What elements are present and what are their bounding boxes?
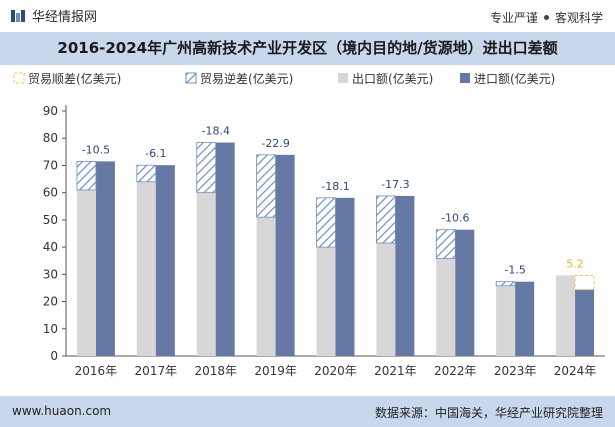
y-tick-label: 0	[50, 349, 58, 363]
data-labels: -10.5 -6.1 -18.4 -22.9 -18.1 -17.3 -10.6 -1.5 5.…	[82, 125, 584, 277]
chart: 贸易顺差(亿美元) 贸易逆差(亿美元) 出口额(亿美元) 进口额(亿美元) 0 10 20…	[13, 71, 605, 378]
x-tick-label: 2022年	[434, 364, 477, 378]
legend-export-label: 出口额(亿美元)	[352, 71, 433, 86]
export-bar	[136, 181, 156, 356]
deficit-segment	[256, 154, 277, 218]
title-bar: 2016-2024年广州高新技术产业开发区（境内目的地/货源地）进出口差额	[0, 32, 615, 65]
import-bar	[95, 161, 115, 356]
balance-label: 5.2	[566, 257, 584, 270]
footer-source: 数据来源：中国海关，华经产业研究院整理	[374, 406, 603, 420]
balance-label: -22.9	[261, 137, 289, 150]
x-tick-label: 2021年	[374, 364, 417, 378]
export-bar	[556, 275, 576, 356]
import-bar	[275, 154, 295, 356]
import-bar	[455, 229, 475, 356]
legend-deficit-label: 贸易逆差(亿美元)	[200, 71, 293, 86]
separator-dot-icon	[543, 15, 549, 20]
x-tick-label: 2019年	[254, 364, 297, 378]
import-bar	[515, 281, 535, 356]
y-tick-label: 10	[43, 322, 58, 336]
y-tick-label: 90	[43, 104, 58, 118]
export-bar	[196, 192, 216, 356]
balance-label: -1.5	[504, 264, 525, 277]
y-tick-label: 50	[43, 213, 58, 227]
brand: 华经情报网	[10, 6, 97, 25]
deficit-segment	[435, 229, 456, 259]
deficit-segment	[495, 281, 516, 287]
deficit-segment	[375, 195, 396, 244]
import-bar	[155, 165, 175, 356]
tagline: 专业严谨 客观科学	[490, 9, 603, 26]
deficit-segment	[316, 197, 336, 248]
legend-surplus-swatch	[13, 72, 25, 84]
legend-deficit-swatch	[185, 72, 197, 84]
balance-label: -18.1	[321, 180, 349, 193]
import-bar	[335, 197, 355, 356]
x-tick-label: 2016年	[75, 364, 118, 378]
tagline-right: 客观科学	[554, 11, 603, 25]
chart-title: 2016-2024年广州高新技术产业开发区（境内目的地/货源地）进出口差额	[57, 39, 558, 57]
y-tick-label: 20	[43, 295, 58, 309]
legend: 贸易顺差(亿美元) 贸易逆差(亿美元) 出口额(亿美元) 进口额(亿美元)	[13, 71, 555, 86]
export-bar	[316, 247, 336, 356]
legend-surplus-label: 贸易顺差(亿美元)	[28, 71, 121, 86]
export-bar	[256, 217, 276, 356]
balance-label: -18.4	[201, 125, 229, 138]
deficit-segment	[196, 142, 217, 194]
x-tick-label: 2017年	[135, 364, 178, 378]
tagline-left: 专业严谨	[489, 11, 538, 25]
x-tick-label: 2020年	[314, 364, 357, 378]
y-tick-label: 30	[43, 267, 58, 281]
export-bar	[436, 258, 456, 356]
import-bar	[215, 142, 235, 356]
footer-url: www.huaon.com	[12, 404, 112, 418]
bars	[76, 142, 595, 356]
import-bar	[575, 289, 595, 356]
balance-label: -10.6	[441, 212, 469, 225]
import-bar	[395, 195, 415, 356]
legend-import-label: 进口额(亿美元)	[474, 71, 555, 86]
deficit-segment	[136, 164, 157, 183]
balance-label: -6.1	[145, 147, 166, 160]
deficit-segment	[76, 160, 97, 191]
y-tick-label: 60	[43, 186, 58, 200]
export-bar	[76, 189, 96, 356]
surplus-segment	[574, 274, 595, 291]
top-bar: 华经情报网 专业严谨 客观科学	[0, 0, 615, 32]
footer: www.huaon.com 数据来源：中国海关，华经产业研究院整理	[0, 396, 615, 427]
y-tick-label: 40	[43, 240, 58, 254]
legend-import-swatch	[460, 73, 470, 83]
y-tick-label: 80	[43, 131, 58, 145]
x-tick-label: 2018年	[194, 364, 237, 378]
x-tick-label: 2024年	[554, 364, 597, 378]
legend-export-swatch	[338, 73, 348, 83]
y-tick-label: 70	[43, 158, 58, 172]
balance-label: -10.5	[82, 143, 110, 156]
x-tick-label: 2023年	[494, 364, 537, 378]
axes: 0 10 20 30 40 50 60 70 80 90 2016年 2017年 2018年 2019年 2…	[43, 104, 605, 378]
balance-label: -17.3	[381, 178, 409, 191]
brand-name: 华经情报网	[32, 10, 98, 25]
brand-logo-icon	[10, 8, 26, 24]
export-bar	[496, 285, 516, 356]
export-bar	[376, 243, 396, 356]
